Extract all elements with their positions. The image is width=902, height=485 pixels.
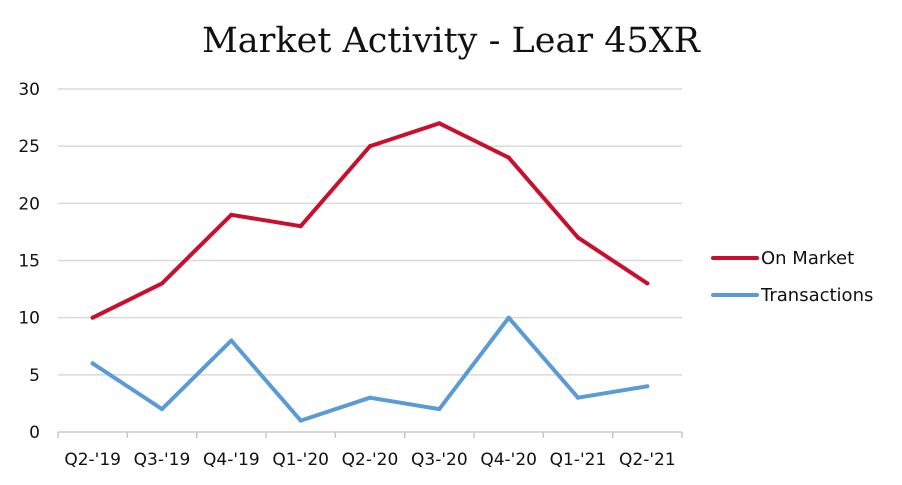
data-point — [645, 384, 650, 389]
y-tick-label: 5 — [29, 366, 40, 386]
x-tick-label: Q2-'19 — [64, 450, 121, 470]
x-tick-label: Q3-'19 — [134, 450, 191, 470]
data-point — [368, 144, 372, 149]
y-tick-label: 30 — [18, 80, 40, 100]
chart-title: Market Activity - Lear 45XR — [202, 21, 702, 61]
data-point — [576, 235, 580, 240]
data-point — [298, 418, 303, 423]
data-point — [506, 155, 511, 160]
data-point — [160, 281, 164, 286]
x-tick-label: Q4-'20 — [480, 450, 537, 470]
y-tick-label: 0 — [29, 423, 40, 443]
legend-label: Transactions — [760, 285, 873, 306]
data-point — [506, 315, 511, 320]
x-tick-label: Q1-'21 — [550, 450, 607, 470]
data-point — [645, 281, 650, 286]
y-tick-label: 20 — [18, 194, 40, 214]
series-line-on-market — [90, 121, 650, 320]
data-point — [160, 407, 164, 412]
y-tick-label: 25 — [18, 137, 40, 157]
y-tick-label: 10 — [18, 309, 40, 329]
legend-label: On Market — [761, 248, 854, 269]
data-point — [437, 121, 442, 126]
data-point — [298, 224, 303, 229]
x-tick-label: Q1-'20 — [272, 450, 329, 470]
data-point — [437, 407, 442, 412]
y-tick-label: 15 — [18, 252, 40, 272]
data-point — [576, 395, 580, 400]
x-tick-label: Q4-'19 — [203, 450, 260, 470]
series-lines — [90, 121, 650, 423]
x-tick-label: Q3-'20 — [411, 450, 468, 470]
series-line-transactions — [90, 315, 650, 423]
gridlines — [58, 88, 682, 376]
x-tick-label: Q2-'21 — [619, 450, 676, 470]
legend: On Market Transactions — [711, 248, 873, 306]
data-point — [229, 338, 234, 343]
data-point — [90, 315, 95, 320]
data-point — [90, 361, 95, 366]
data-point — [368, 395, 372, 400]
axes: 0 5 10 15 20 25 30 Q2-'19 Q3-'19 Q4-'19 Q1-'20 Q2-'… — [18, 80, 683, 470]
x-tick-label: Q2-'20 — [342, 450, 399, 470]
data-point — [229, 212, 234, 217]
